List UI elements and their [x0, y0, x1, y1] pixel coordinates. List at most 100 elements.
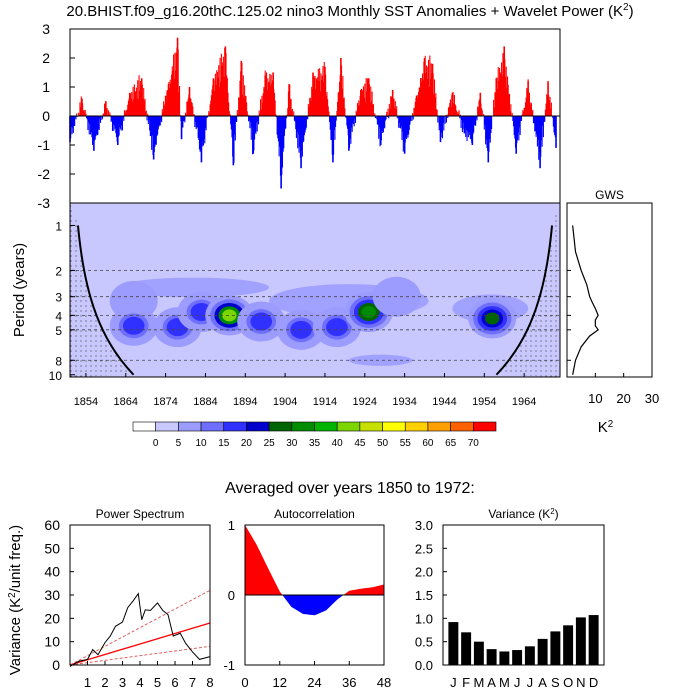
anomaly-y-tick-label: 3: [42, 21, 50, 37]
spectrum-y-tick-label: 40: [44, 564, 60, 580]
anomaly-peak-bar: [463, 116, 466, 134]
anomaly-peak-bar: [451, 92, 454, 116]
autocorr-x-tick-label: 36: [342, 675, 356, 690]
anomaly-peak-bar: [324, 66, 326, 116]
power-contour: [332, 323, 342, 331]
anomaly-peak-bar: [117, 116, 119, 145]
variance-x-tick-label: O: [563, 675, 573, 690]
spectrum-y-tick-label: 30: [44, 587, 60, 603]
anomaly-peak-bar: [164, 95, 167, 116]
anomaly-peak-bar: [224, 46, 227, 116]
wavelet-y-axis-label: Period (years): [11, 243, 28, 337]
labelbar-tick-label: 10: [196, 438, 208, 449]
anomaly-peak-bar: [431, 63, 434, 116]
wavelet-x-tick-label: 1884: [193, 396, 217, 408]
variance-x-tick-label: A: [538, 675, 547, 690]
anomaly-y-tick-label: -3: [38, 195, 51, 211]
spectrum-y-axis-label: Variance (K2/unit freq.): [7, 525, 25, 675]
spectrum-x-tick-label: 3: [119, 675, 126, 690]
wavelet-y-tick-label: 10: [49, 369, 63, 383]
anomaly-peak-bar: [479, 92, 482, 116]
gws-frame: [566, 202, 653, 378]
variance-x-tick-label: A: [487, 675, 496, 690]
anomaly-y-tick-label: 0: [42, 108, 50, 124]
labelbar-swatch: [427, 421, 451, 432]
variance-x-tick-label: J: [450, 675, 457, 690]
wavelet-y-tick-label: 3: [55, 291, 62, 305]
spectrum-x-tick-label: 8: [206, 675, 213, 690]
wavelet-x-tick-label: 1914: [313, 396, 337, 408]
labelbar-tick-label: 45: [354, 438, 366, 449]
labelbar-swatch: [382, 421, 406, 432]
labelbar-tick-label: 0: [153, 438, 159, 449]
spectrum-y-tick-label: 10: [44, 634, 60, 650]
variance-bar: [575, 617, 586, 665]
wavelet-x-tick-label: 1894: [233, 396, 257, 408]
power-contour: [197, 308, 206, 316]
gws-line: [572, 225, 599, 375]
variance-bar: [461, 632, 472, 665]
anomaly-peak-bar: [252, 116, 255, 154]
anomaly-peak-bar: [415, 95, 418, 116]
averaged-title: Averaged over years 1850 to 1972:: [225, 480, 475, 497]
anomaly-peak-bar: [423, 58, 426, 116]
gws-x-tick-label: 20: [616, 391, 630, 406]
anomaly-peak-bar: [176, 37, 179, 117]
cone-of-influence-left: [70, 203, 134, 377]
anomaly-peak-bar: [272, 72, 274, 116]
variance-bar: [499, 651, 510, 665]
variance-x-tick-label: S: [551, 675, 560, 690]
spectrum-line: [69, 592, 211, 667]
anomaly-peak-bar: [81, 98, 83, 116]
variance-x-tick-label: M: [473, 675, 484, 690]
anomaly-peak-bar: [360, 89, 362, 116]
labelbar-tick-label: 65: [445, 438, 457, 449]
labelbar-swatch: [404, 421, 429, 432]
power-contour: [129, 322, 139, 330]
anomaly-peak-bar: [152, 116, 155, 160]
power-contour: [296, 326, 306, 334]
labelbar-swatch: [178, 421, 202, 432]
anomaly-peak-bar: [439, 116, 442, 143]
variance-y-tick-label: 1.5: [415, 588, 433, 603]
wavelet-frame: [69, 202, 561, 378]
power-contour: [364, 308, 374, 316]
labelbar-swatch: [200, 421, 225, 432]
labelbar-swatch: [223, 421, 247, 432]
power-contour: [173, 323, 182, 331]
variance-title: Variance (K2): [488, 507, 558, 522]
variance-x-tick-label: F: [462, 675, 470, 690]
spectrum-x-tick-label: 2: [101, 675, 108, 690]
variance-bar: [486, 649, 497, 665]
autocorr-y-tick-label: -1: [223, 658, 235, 673]
gws-title: GWS: [595, 188, 624, 202]
spectrum-x-tick-label: 5: [154, 675, 161, 690]
spectrum-x-tick-label: 4: [136, 675, 143, 690]
spectrum-x-tick-label: 7: [189, 675, 196, 690]
anomaly-peak-bar: [495, 78, 498, 116]
labelbar-swatch: [473, 421, 497, 432]
spectrum-title: Power Spectrum: [96, 507, 185, 521]
anomaly-y-tick-label: 2: [42, 50, 50, 66]
wavelet-x-tick-label: 1964: [512, 396, 536, 408]
wavelet-x-tick-label: 1904: [273, 396, 297, 408]
labelbar-swatch: [246, 421, 270, 432]
variance-x-tick-label: N: [576, 675, 585, 690]
spectrum-y-tick-label: 0: [52, 657, 60, 673]
labelbar-tick-label: 35: [309, 438, 321, 449]
anomaly-peak-bar: [232, 116, 235, 166]
wavelet-x-tick-label: 1874: [153, 396, 177, 408]
autocorr-x-tick-label: 24: [307, 675, 321, 690]
labelbar-tick-label: 40: [332, 438, 344, 449]
spectrum-y-tick-label: 50: [44, 540, 60, 556]
anomaly-peak-bar: [312, 72, 314, 116]
labelbar-tick-label: 20: [241, 438, 253, 449]
wavelet-y-tick-label: 5: [55, 324, 62, 338]
variance-y-tick-label: 3.0: [415, 518, 433, 533]
autocorr-x-tick-label: 12: [273, 675, 287, 690]
spectrum-y-tick-label: 60: [44, 517, 60, 533]
variance-y-tick-label: 2.5: [415, 541, 433, 556]
power-contour: [129, 297, 139, 305]
variance-bar: [550, 631, 561, 665]
anomaly-peak-bar: [212, 78, 215, 116]
